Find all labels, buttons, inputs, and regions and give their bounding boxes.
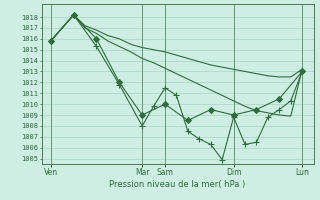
X-axis label: Pression niveau de la mer( hPa ): Pression niveau de la mer( hPa ) xyxy=(109,180,246,189)
